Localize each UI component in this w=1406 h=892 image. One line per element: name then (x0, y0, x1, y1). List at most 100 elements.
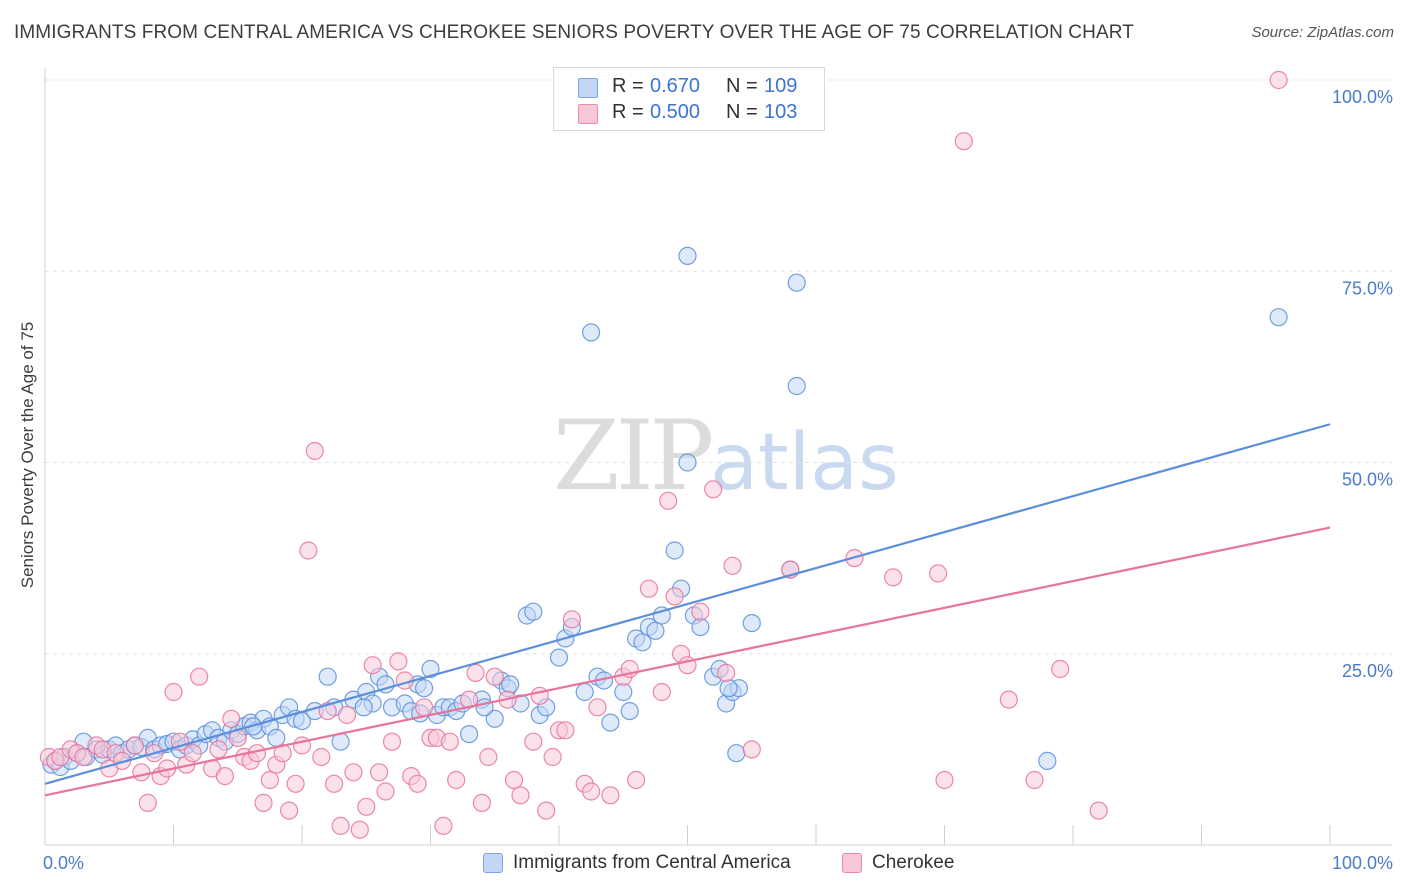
data-point (626, 770, 646, 790)
data-point (601, 786, 620, 805)
data-point (74, 747, 93, 767)
axes (44, 68, 1392, 846)
data-point (325, 774, 344, 793)
data-point (485, 709, 504, 728)
legend-swatch-central-america (578, 78, 598, 98)
data-point (1269, 70, 1288, 90)
data-point (357, 797, 376, 816)
data-point (472, 793, 491, 813)
y-tick-label: 25.0% (1342, 661, 1393, 681)
data-point (421, 659, 440, 679)
data-point (723, 556, 742, 575)
data-point (691, 602, 710, 621)
data-point (742, 613, 761, 633)
series-central-america-points (42, 246, 1288, 777)
data-point (1051, 659, 1070, 679)
y-tick-label: 100.0% (1332, 87, 1393, 107)
data-point (678, 246, 697, 265)
data-point (719, 679, 738, 698)
data-point (337, 705, 357, 725)
legend-swatch-cherokee (578, 104, 598, 124)
data-point (787, 273, 806, 292)
data-point (331, 816, 350, 836)
trend-lines (44, 423, 1331, 797)
data-point (1038, 751, 1057, 771)
bottom-legend-swatch-central-america (483, 853, 503, 873)
data-point (209, 740, 228, 759)
data-point (286, 774, 305, 793)
data-point (363, 656, 382, 675)
data-point (434, 816, 453, 836)
data-point (408, 774, 427, 793)
data-point (704, 480, 723, 499)
data-point (415, 679, 434, 698)
data-point (652, 606, 671, 625)
data-point (138, 793, 157, 813)
legend-r-label: R = (612, 101, 644, 123)
data-point (716, 663, 736, 683)
data-point (524, 602, 543, 621)
legend-r-value: 0.500 (650, 101, 701, 123)
data-point (639, 579, 659, 598)
data-point (601, 713, 620, 732)
legend: R = 0.670 N = 109 R = 0.500 N = 103 (553, 67, 825, 131)
data-point (1269, 308, 1288, 327)
data-point (267, 728, 286, 748)
data-point (479, 747, 498, 767)
data-point (665, 541, 684, 560)
data-point (485, 667, 504, 686)
data-point (646, 621, 665, 640)
data-point (954, 132, 973, 151)
data-point (440, 732, 459, 751)
data-point (665, 587, 684, 606)
data-point (354, 698, 373, 717)
data-point (549, 648, 569, 667)
data-point (562, 610, 582, 629)
data-point (652, 682, 671, 702)
grid-lines (45, 79, 1392, 655)
data-point (260, 770, 279, 790)
data-point (620, 701, 639, 721)
legend-n-value: 109 (764, 75, 798, 97)
data-point (344, 763, 363, 782)
data-point (460, 724, 479, 744)
data-point (305, 441, 324, 461)
data-point (556, 721, 575, 740)
data-point (222, 709, 241, 728)
y-tick-label: 50.0% (1342, 470, 1393, 490)
tick-labels: 25.0% 50.0% 75.0% 100.0% 0.0% 100.0% (43, 87, 1393, 873)
legend-row-cherokee: R = 0.500 N = 103 (554, 101, 824, 127)
data-point (312, 747, 331, 767)
data-point (588, 698, 607, 717)
data-point (1089, 801, 1108, 820)
legend-n-label: N = (726, 75, 758, 97)
data-point (501, 675, 520, 694)
data-point (742, 740, 761, 759)
data-point (132, 763, 151, 782)
y-tick-label: 75.0% (1342, 278, 1393, 298)
legend-r-label: R = (612, 75, 644, 97)
data-point (537, 801, 556, 820)
data-point (511, 786, 530, 805)
data-point (787, 376, 806, 396)
data-point (727, 744, 746, 763)
trend-line (44, 526, 1331, 797)
data-point (1025, 770, 1044, 790)
data-point (678, 453, 697, 472)
data-point (543, 747, 562, 767)
data-point (935, 770, 954, 790)
data-point (254, 793, 273, 813)
data-point (447, 770, 466, 790)
data-point (215, 766, 234, 786)
data-point (575, 682, 594, 702)
trend-line (44, 423, 1331, 785)
legend-row-central-america: R = 0.670 N = 109 (554, 75, 824, 101)
bottom-legend: Immigrants from Central America Cherokee (0, 852, 1406, 878)
data-point (928, 564, 948, 583)
data-point (691, 617, 710, 637)
data-point (466, 663, 485, 683)
x-tick-label: 100.0% (1332, 853, 1393, 873)
data-point (318, 667, 337, 686)
data-point (460, 690, 479, 709)
